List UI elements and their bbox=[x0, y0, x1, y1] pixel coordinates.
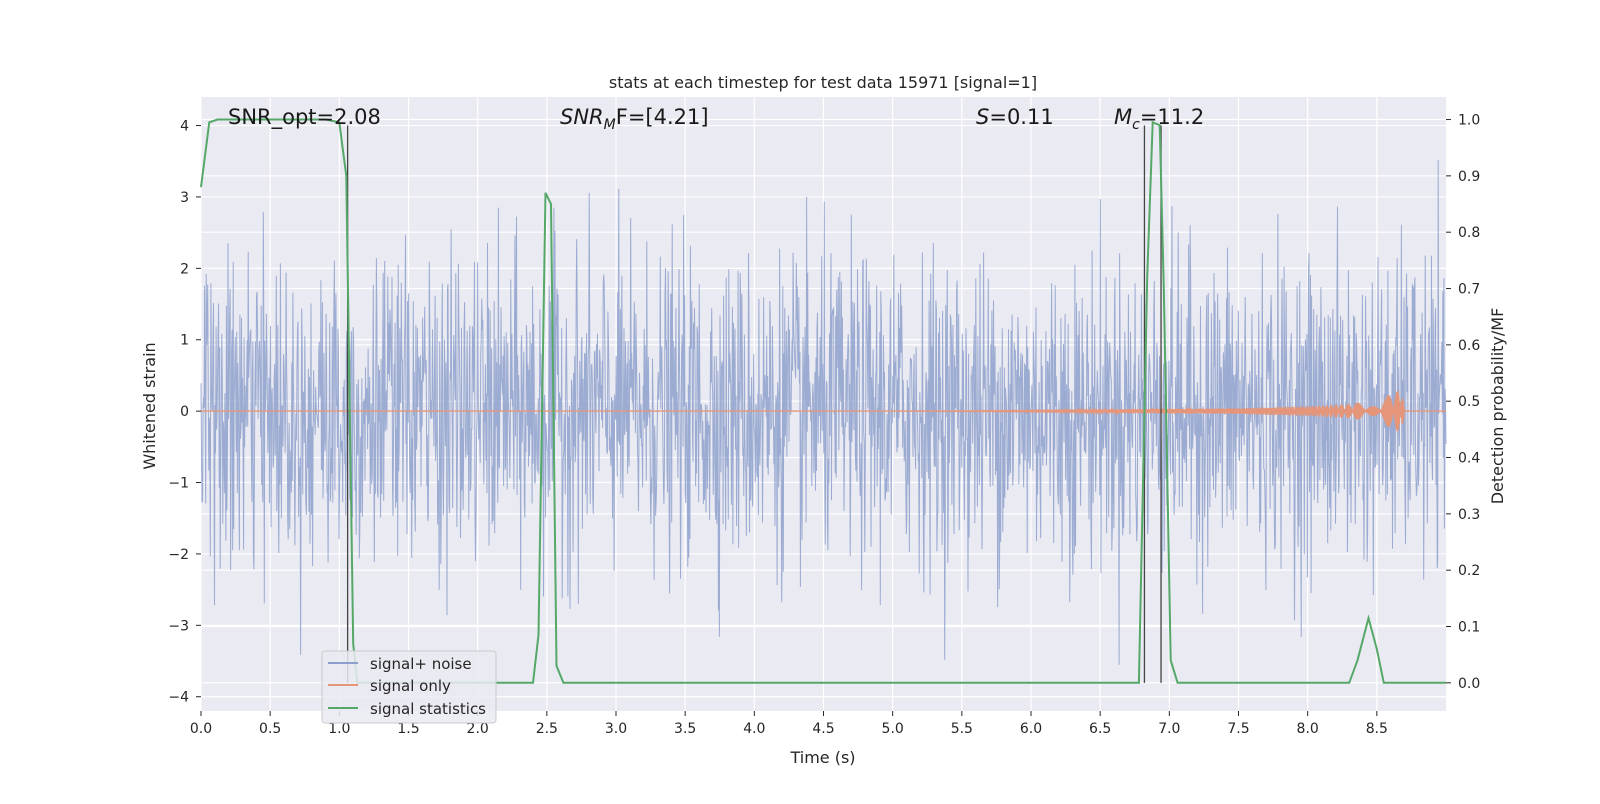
x-tick-label: 7.5 bbox=[1227, 721, 1249, 737]
annotation-mc-value: Mc=11.2 bbox=[1114, 105, 1204, 133]
y-right-tick-label: 0.6 bbox=[1458, 338, 1480, 354]
y-tick-label: −3 bbox=[168, 618, 189, 634]
x-tick-label: 6.0 bbox=[1020, 721, 1042, 737]
y-right-tick-label: 0.9 bbox=[1458, 169, 1480, 185]
y-axis-right-label: Detection probability/MF bbox=[1488, 308, 1507, 505]
y-right-tick-label: 0.2 bbox=[1458, 563, 1480, 579]
y-right-tick-label: 0.5 bbox=[1458, 394, 1480, 410]
chart-title: stats at each timestep for test data 159… bbox=[609, 73, 1037, 92]
axis-ticks: 0.0 0.5 1.0 1.5 2.0 2.5 3.0 3.5 4.0 4.5 5.0 5.5 6.0 6… bbox=[168, 113, 1480, 737]
x-tick-label: 6.5 bbox=[1089, 721, 1111, 737]
x-tick-label: 0.0 bbox=[190, 721, 212, 737]
x-tick-label: 4.5 bbox=[812, 721, 834, 737]
legend-label-signal-noise: signal+ noise bbox=[370, 655, 472, 673]
annotation-snr-opt: SNR_opt=2.08 bbox=[228, 105, 381, 130]
series-signal-statistics bbox=[200, 118, 1446, 684]
x-tick-label: 5.5 bbox=[951, 721, 973, 737]
y-axis-label: Whitened strain bbox=[140, 342, 159, 469]
x-tick-label: 3.0 bbox=[605, 721, 627, 737]
y-tick-label: −4 bbox=[168, 690, 189, 706]
y-tick-label: 4 bbox=[180, 119, 189, 135]
y-right-tick-label: 1.0 bbox=[1458, 113, 1480, 129]
y-tick-label: −2 bbox=[168, 547, 189, 563]
x-tick-label: 0.5 bbox=[259, 721, 281, 737]
annotation-s-value: S=0.11 bbox=[976, 105, 1054, 129]
x-tick-label: 2.0 bbox=[467, 721, 489, 737]
x-tick-label: 7.0 bbox=[1158, 721, 1180, 737]
series-signal-only bbox=[201, 390, 1446, 432]
signal-noise-line bbox=[200, 160, 1447, 665]
x-tick-label: 8.0 bbox=[1297, 721, 1319, 737]
signal-only-line bbox=[201, 390, 1446, 432]
y-tick-label: −1 bbox=[168, 476, 189, 492]
legend-label-signal-only: signal only bbox=[370, 677, 451, 695]
x-axis-label: Time (s) bbox=[789, 748, 855, 767]
y-right-tick-label: 0.8 bbox=[1458, 225, 1480, 241]
y-right-tick-label: 0.4 bbox=[1458, 451, 1480, 467]
y-tick-label: 2 bbox=[180, 261, 189, 277]
annotation-snr-mf: SNRMF=[4.21] bbox=[560, 105, 709, 133]
series-signal-noise bbox=[200, 160, 1447, 665]
x-tick-label: 1.0 bbox=[328, 721, 350, 737]
y-right-tick-label: 0.1 bbox=[1458, 620, 1480, 636]
x-tick-label: 5.0 bbox=[882, 721, 904, 737]
y-right-tick-label: 0.0 bbox=[1458, 676, 1480, 692]
x-tick-label: 2.5 bbox=[536, 721, 558, 737]
signal-statistics-line bbox=[200, 118, 1446, 684]
y-right-tick-label: 0.7 bbox=[1458, 282, 1480, 298]
y-right-tick-label: 0.3 bbox=[1458, 507, 1480, 523]
legend: signal+ noise signal only signal statist… bbox=[321, 650, 497, 724]
y-tick-label: 1 bbox=[180, 333, 189, 349]
x-tick-label: 8.5 bbox=[1366, 721, 1388, 737]
y-tick-label: 3 bbox=[180, 190, 189, 206]
legend-box bbox=[321, 650, 497, 724]
legend-label-signal-statistics: signal statistics bbox=[370, 700, 486, 718]
y-tick-label: 0 bbox=[180, 404, 189, 420]
x-tick-label: 3.5 bbox=[674, 721, 696, 737]
x-tick-label: 4.0 bbox=[743, 721, 765, 737]
x-tick-label: 1.5 bbox=[397, 721, 419, 737]
